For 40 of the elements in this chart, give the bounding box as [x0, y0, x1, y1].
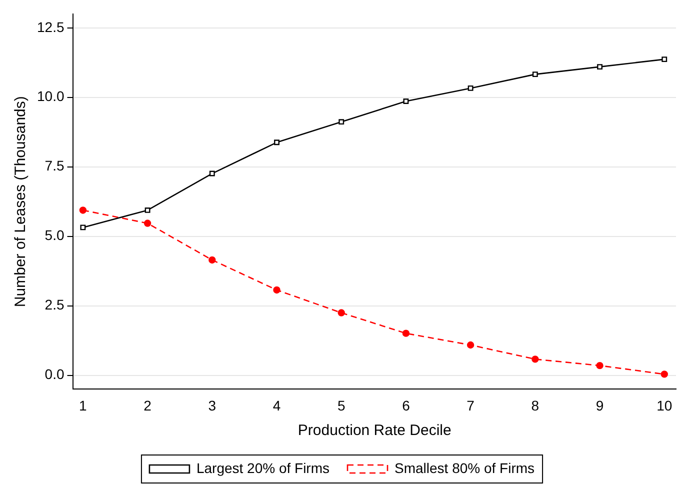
point	[662, 56, 668, 62]
point	[144, 207, 150, 213]
point	[402, 330, 410, 337]
legend-label: Largest 20% of Firms	[196, 460, 330, 476]
point	[273, 286, 280, 294]
x-tick-label: 6	[402, 397, 410, 414]
point	[338, 309, 345, 316]
point	[208, 256, 216, 264]
point	[660, 370, 668, 378]
x-tick-label: 4	[272, 397, 281, 414]
point	[532, 72, 538, 78]
point	[597, 64, 602, 70]
point	[79, 206, 87, 214]
y-tick-label: 2.5	[44, 296, 64, 313]
y-axis-title: Number of Leases (Thousands)	[12, 96, 30, 308]
point	[466, 341, 474, 349]
x-tick-label: 5	[337, 397, 346, 414]
point	[80, 224, 86, 230]
point	[468, 85, 474, 91]
x-tick-label: 10	[656, 397, 672, 414]
x-tick-label: 8	[531, 397, 540, 414]
point	[403, 98, 409, 104]
x-tick-label: 2	[144, 397, 152, 414]
point	[144, 220, 152, 227]
point	[532, 356, 539, 363]
y-tick-label: 12.5	[37, 18, 64, 35]
point	[596, 362, 604, 370]
y-tick-label: 0.0	[44, 366, 64, 382]
legend-label: Smallest 80% of Firms	[394, 460, 535, 476]
x-axis-title: Production Rate Decile	[298, 422, 452, 440]
point	[274, 140, 280, 146]
point	[209, 170, 215, 176]
x-tick-label: 1	[79, 397, 88, 414]
y-tick-label: 10.0	[37, 88, 64, 104]
y-tick-label: 7.5	[44, 158, 64, 174]
x-tick-label: 9	[596, 397, 604, 414]
point	[338, 119, 344, 125]
y-tick-label: 5.0	[44, 227, 64, 244]
x-tick-label: 7	[466, 397, 475, 414]
x-tick-label: 3	[208, 397, 216, 414]
